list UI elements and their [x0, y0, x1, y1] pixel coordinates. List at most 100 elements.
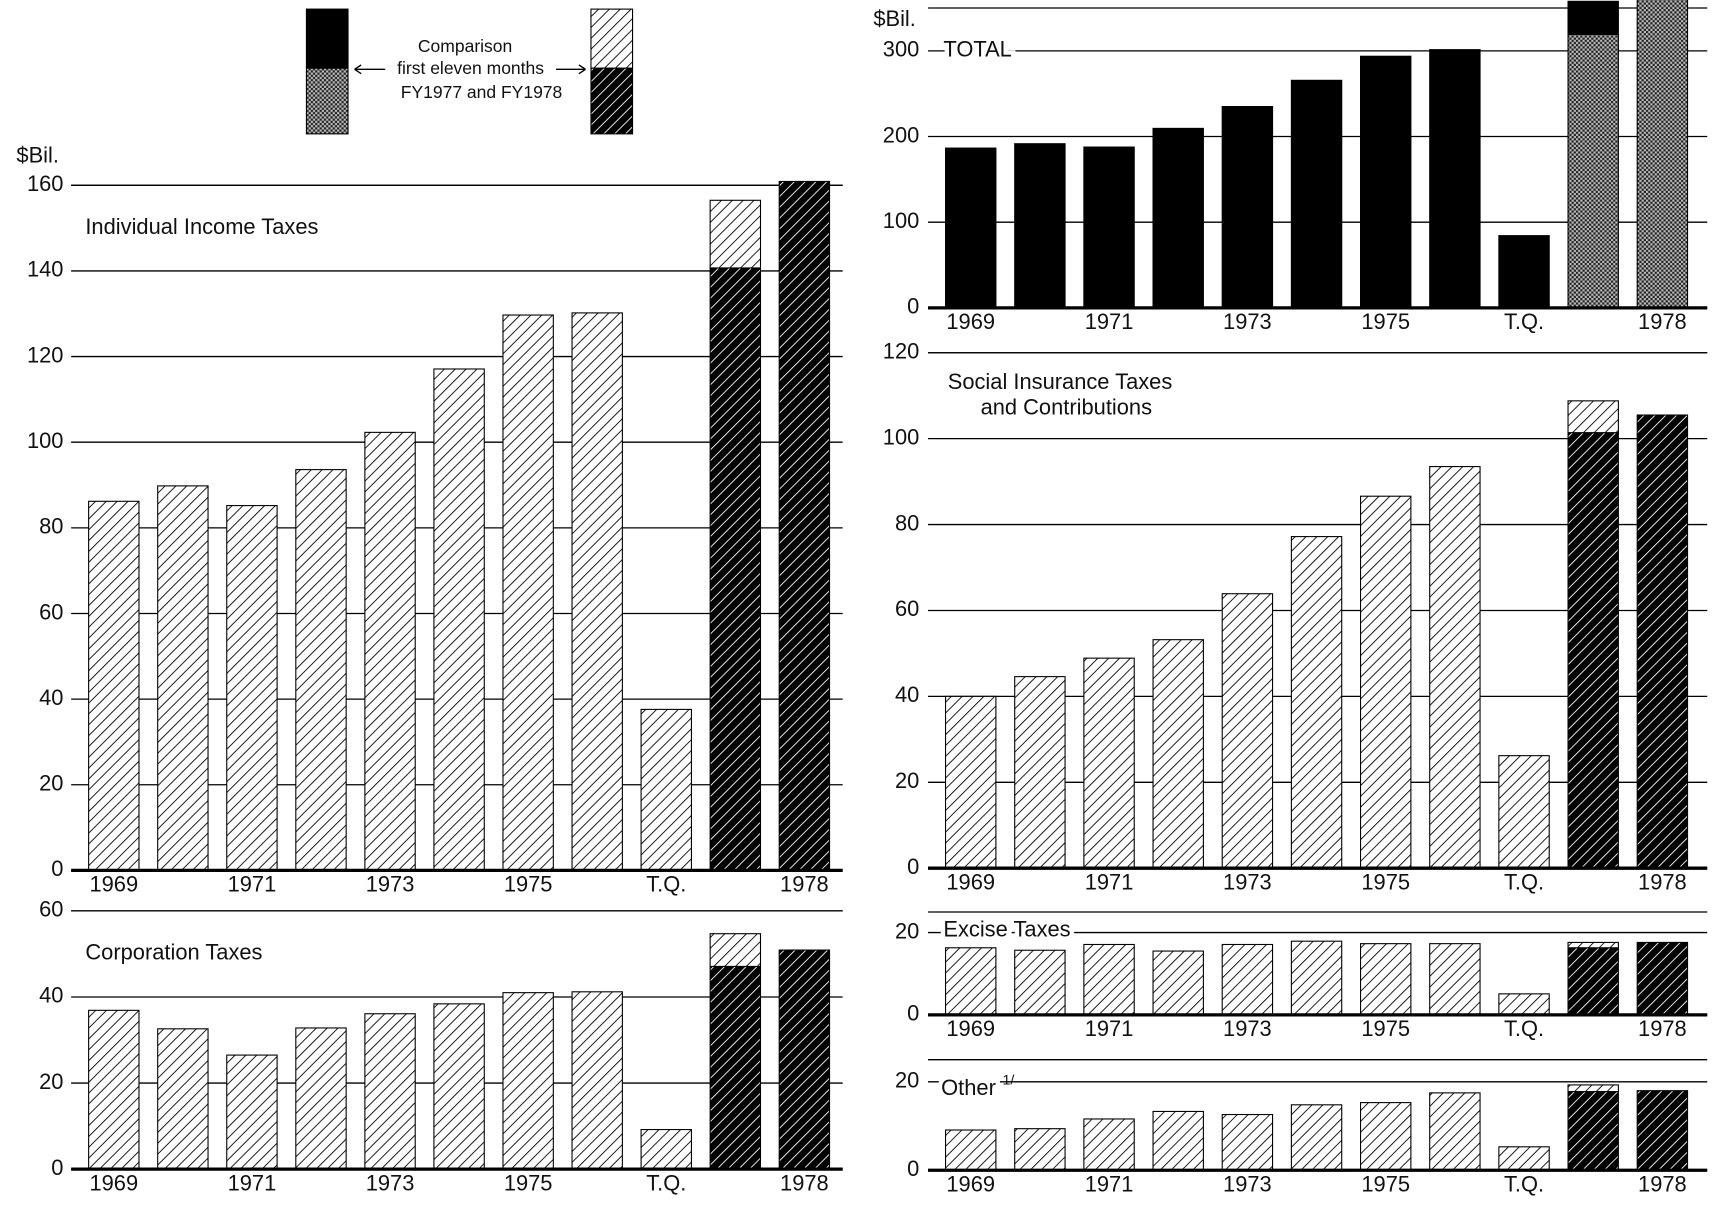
bar: [1152, 127, 1204, 309]
chart: 0 20 40 60 1969 1971 1973 1975 T.Q. 1978 Corporati…: [39, 897, 843, 1195]
chart: 0 20 40 60 80 100 120 140 160 1969 1971 1973 1975 T.Q…: [16, 143, 843, 896]
bar: [945, 147, 997, 309]
bar: [1567, 33, 1619, 309]
bar: [1498, 755, 1550, 869]
bar: [709, 267, 762, 871]
bar: [571, 991, 623, 1170]
y-tick-label: 80: [895, 510, 919, 535]
bar: [502, 314, 554, 871]
bar: [709, 965, 762, 1170]
x-tick-label: 1971: [1085, 1016, 1134, 1041]
x-tick-label: 1975: [1361, 1171, 1410, 1196]
y-tick-label: 20: [895, 918, 919, 943]
bar: [157, 485, 209, 871]
bar: [1636, 1090, 1689, 1171]
y-tick-label: 20: [895, 1068, 919, 1093]
y-tick-label: 100: [883, 424, 920, 449]
bar: [1636, 414, 1689, 869]
y-tick-label: 60: [39, 599, 63, 624]
x-tick-label: 1971: [1085, 869, 1134, 894]
bar: [1567, 1084, 1619, 1093]
bar: [1290, 536, 1343, 869]
y-tick-label: 100: [883, 208, 920, 233]
y-tick-label: 20: [39, 1069, 63, 1094]
bar: [1567, 0, 1619, 35]
bar: [709, 933, 762, 967]
y-axis-label: $Bil.: [873, 6, 916, 31]
bar: [1359, 495, 1412, 869]
bar: [640, 708, 692, 871]
chart: 0 20 1969 1971 1973 1975 T.Q. 1978 Excise Taxes: [895, 911, 1708, 1041]
y-tick-label: 0: [907, 854, 919, 879]
bar: [1429, 466, 1481, 869]
bar: [571, 312, 623, 871]
bar: [945, 947, 997, 1016]
x-tick-label: 1969: [89, 1170, 138, 1195]
y-tick-label: 160: [27, 171, 64, 196]
x-tick-label: T.Q.: [1504, 869, 1544, 894]
bar: [945, 695, 997, 869]
bar: [1636, 941, 1689, 1016]
chart: 0 20 40 60 80 100 120 1969 1971 1973 1975 T.Q. 1978 S…: [883, 339, 1708, 894]
y-tick-label: 140: [27, 257, 64, 282]
chart-title: Individual Income Taxes: [85, 214, 318, 239]
x-tick-label: 1973: [366, 1170, 415, 1195]
bar: [1083, 1118, 1135, 1171]
x-tick-label: 1971: [228, 1170, 277, 1195]
y-tick-label: 60: [895, 596, 919, 621]
bar: [1359, 1102, 1412, 1171]
bar: [1221, 1113, 1274, 1171]
bar: [1429, 943, 1481, 1016]
chart: 0 100 200 300 1969 1971 1973 1975 T.Q. 1978 TOTAL $…: [873, 0, 1708, 334]
bar: [1083, 943, 1135, 1016]
chart-title: Corporation Taxes: [85, 939, 262, 964]
x-tick-label: 1975: [504, 1170, 553, 1195]
x-tick-label: T.Q.: [1504, 1016, 1544, 1041]
x-tick-label: 1969: [946, 1016, 995, 1041]
bar: [1014, 949, 1066, 1016]
y-tick-label: 120: [883, 339, 920, 364]
bar: [1221, 593, 1274, 869]
bar: [1498, 235, 1550, 309]
y-tick-label: 60: [39, 897, 63, 922]
x-tick-label: 1978: [1638, 869, 1687, 894]
x-tick-label: 1978: [1638, 1016, 1687, 1041]
chart: 0 20 1969 1971 1973 1975 T.Q. 1978 Other 1/: [895, 1059, 1708, 1196]
bar: [295, 1027, 347, 1170]
bar: [1014, 143, 1066, 309]
bar: [1152, 950, 1204, 1016]
bar: [295, 469, 347, 871]
legend-swatch: [305, 8, 349, 69]
x-tick-label: 1975: [1361, 309, 1410, 334]
y-tick-label: 20: [39, 771, 63, 796]
y-tick-label: 80: [39, 514, 63, 539]
bar: [1083, 146, 1135, 309]
bar: [1014, 1128, 1066, 1171]
bar: [640, 1129, 692, 1170]
legend-swatch: [305, 67, 349, 135]
x-tick-label: 1978: [780, 1170, 829, 1195]
y-tick-label: 200: [883, 122, 920, 147]
x-tick-label: 1973: [1223, 869, 1272, 894]
x-tick-label: T.Q.: [646, 871, 686, 896]
x-tick-label: 1978: [1638, 1171, 1687, 1196]
bar: [1498, 1146, 1550, 1171]
bar: [502, 992, 554, 1170]
y-tick-label: 0: [907, 294, 919, 319]
x-tick-label: 1971: [1085, 309, 1134, 334]
y-tick-label: 100: [27, 428, 64, 453]
bar: [1083, 657, 1135, 869]
legend-text: FY1977 and FY1978: [401, 82, 563, 102]
x-tick-label: T.Q.: [1504, 309, 1544, 334]
x-tick-label: T.Q.: [646, 1170, 686, 1195]
bar: [1498, 993, 1550, 1016]
bar: [1290, 1104, 1343, 1171]
bar: [778, 180, 831, 871]
x-tick-label: 1973: [1223, 309, 1272, 334]
bar: [88, 500, 140, 871]
bar: [1290, 79, 1343, 309]
bar: [1429, 49, 1481, 309]
bar: [1290, 940, 1343, 1016]
bar: [1152, 1110, 1204, 1171]
